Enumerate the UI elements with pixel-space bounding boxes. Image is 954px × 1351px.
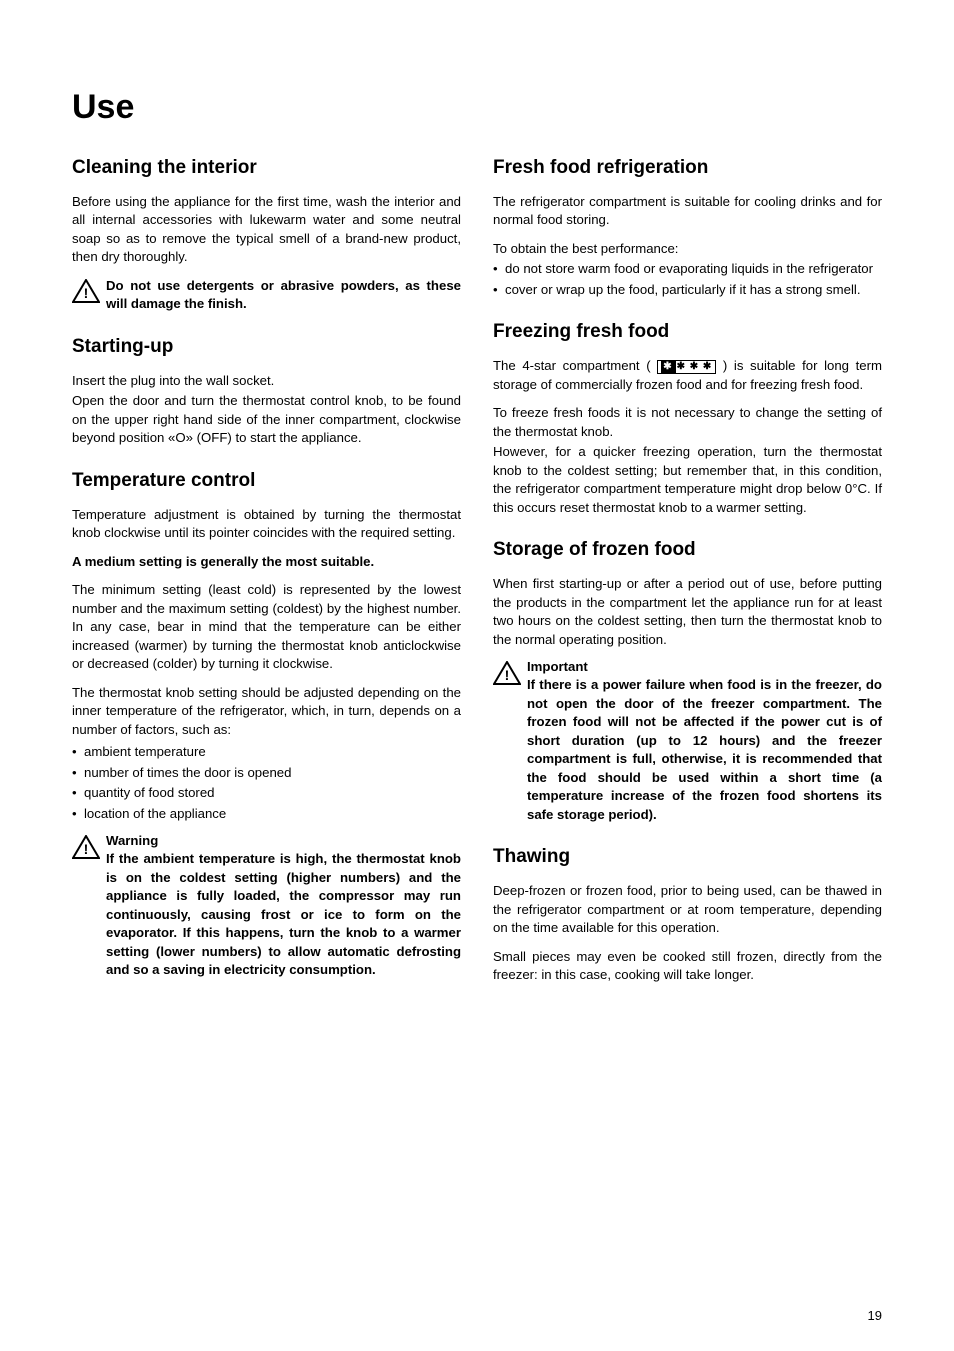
heading-temperature-control: Temperature control bbox=[72, 470, 461, 492]
warning-text: If the ambient temperature is high, the … bbox=[106, 850, 461, 979]
svg-text:!: ! bbox=[84, 285, 89, 301]
heading-thawing: Thawing bbox=[493, 846, 882, 868]
heading-freezing: Freezing fresh food bbox=[493, 321, 882, 343]
warning-heading: Warning bbox=[106, 833, 461, 848]
paragraph: The 4-star compartment ( ✱✱ ✱ ✱ ) is sui… bbox=[493, 357, 882, 394]
heading-starting-up: Starting-up bbox=[72, 336, 461, 358]
paragraph: Temperature adjustment is obtained by tu… bbox=[72, 506, 461, 543]
list-item: cover or wrap up the food, particularly … bbox=[493, 281, 882, 299]
paragraph: Before using the appliance for the first… bbox=[72, 193, 461, 267]
svg-text:!: ! bbox=[505, 667, 510, 683]
paragraph: Small pieces may even be cooked still fr… bbox=[493, 948, 882, 985]
warning-icon: ! bbox=[72, 279, 100, 303]
paragraph: Insert the plug into the wall socket. bbox=[72, 372, 461, 390]
four-star-symbol: ✱✱ ✱ ✱ bbox=[657, 360, 716, 374]
two-column-layout: Cleaning the interior Before using the a… bbox=[72, 157, 882, 995]
paragraph: The minimum setting (least cold) is repr… bbox=[72, 581, 461, 673]
warning-text: Do not use detergents or abrasive powder… bbox=[106, 277, 461, 314]
left-column: Cleaning the interior Before using the a… bbox=[72, 157, 461, 995]
paragraph: To obtain the best performance: bbox=[493, 240, 882, 258]
page-number: 19 bbox=[868, 1308, 882, 1323]
paragraph: To freeze fresh foods it is not necessar… bbox=[493, 404, 882, 441]
paragraph-bold: A medium setting is generally the most s… bbox=[72, 553, 461, 571]
warning-block: ! Warning If the ambient temperature is … bbox=[72, 833, 461, 979]
warning-block: ! Do not use detergents or abrasive powd… bbox=[72, 277, 461, 314]
list-item: location of the appliance bbox=[72, 805, 461, 823]
paragraph: Deep-frozen or frozen food, prior to bei… bbox=[493, 882, 882, 937]
bullet-list: ambient temperature number of times the … bbox=[72, 743, 461, 823]
right-column: Fresh food refrigeration The refrigerato… bbox=[493, 157, 882, 995]
paragraph: When first starting-up or after a period… bbox=[493, 575, 882, 649]
svg-text:!: ! bbox=[84, 841, 89, 857]
paragraph: The refrigerator compartment is suitable… bbox=[493, 193, 882, 230]
warning-text: If there is a power failure when food is… bbox=[527, 676, 882, 824]
list-item: do not store warm food or evaporating li… bbox=[493, 260, 882, 278]
warning-icon: ! bbox=[493, 661, 521, 685]
list-item: quantity of food stored bbox=[72, 784, 461, 802]
bullet-list: do not store warm food or evaporating li… bbox=[493, 260, 882, 299]
heading-fresh-food: Fresh food refrigeration bbox=[493, 157, 882, 179]
warning-icon: ! bbox=[72, 835, 100, 859]
warning-block: ! Important If there is a power failure … bbox=[493, 659, 882, 824]
list-item: number of times the door is opened bbox=[72, 764, 461, 782]
heading-cleaning: Cleaning the interior bbox=[72, 157, 461, 179]
page-title: Use bbox=[72, 88, 882, 127]
paragraph: The thermostat knob setting should be ad… bbox=[72, 684, 461, 739]
text-fragment: The 4-star compartment ( bbox=[493, 358, 651, 373]
list-item: ambient temperature bbox=[72, 743, 461, 761]
paragraph: Open the door and turn the thermostat co… bbox=[72, 392, 461, 447]
heading-storage: Storage of frozen food bbox=[493, 539, 882, 561]
warning-heading: Important bbox=[527, 659, 882, 674]
paragraph: However, for a quicker freezing operatio… bbox=[493, 443, 882, 517]
